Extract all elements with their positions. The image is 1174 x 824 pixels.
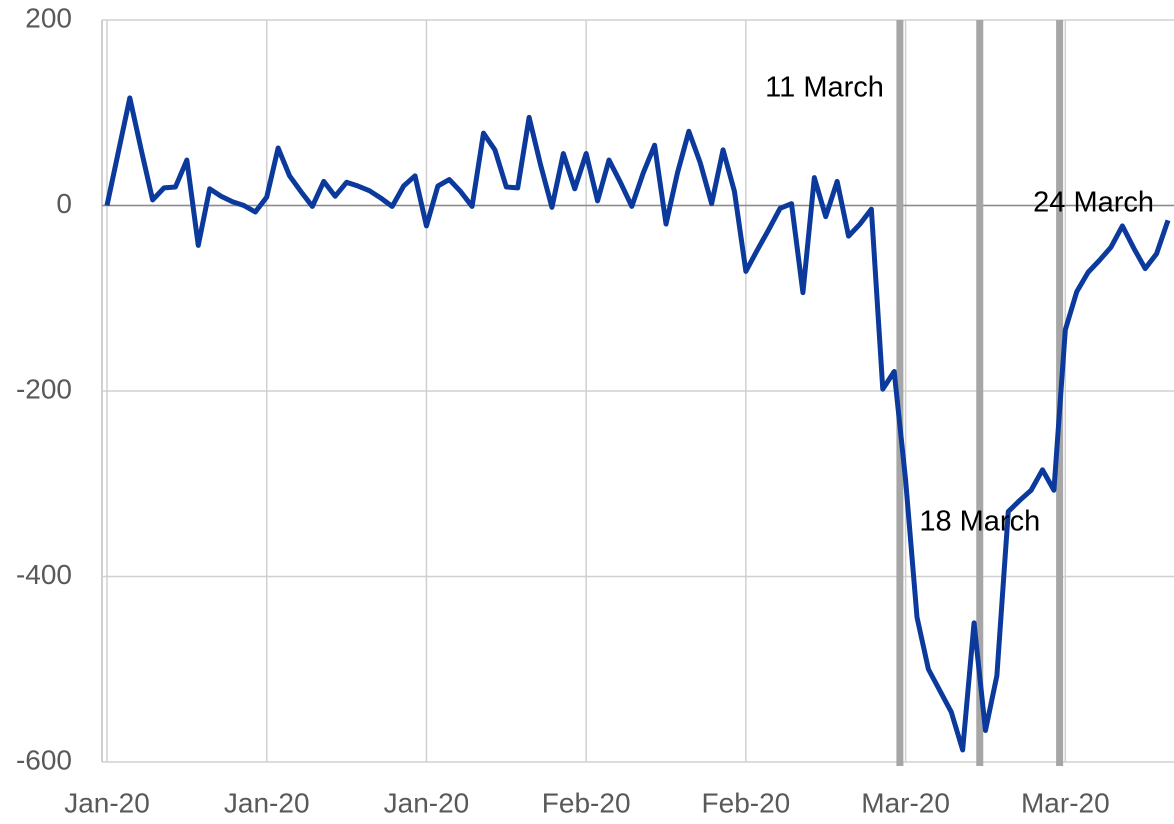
y-tick-label: 0 [56, 188, 72, 219]
annotation: 18 March [919, 506, 1040, 538]
x-tick-label: Jan-20 [64, 787, 150, 818]
x-tick-label: Mar-20 [1021, 787, 1110, 818]
x-tick-label: Mar-20 [861, 787, 950, 818]
y-tick-label: 200 [25, 2, 72, 33]
x-tick-label: Feb-20 [542, 787, 631, 818]
x-tick-label: Jan-20 [224, 787, 310, 818]
y-tick-label: -600 [16, 744, 72, 775]
x-tick-label: Feb-20 [702, 787, 791, 818]
y-tick-label: -200 [16, 373, 72, 404]
y-tick-label: -400 [16, 559, 72, 590]
line-series [104, 95, 1171, 753]
x-tick-label: Jan-20 [384, 787, 470, 818]
annotation: 24 March [1033, 187, 1154, 219]
annotation: 11 March [765, 72, 884, 104]
